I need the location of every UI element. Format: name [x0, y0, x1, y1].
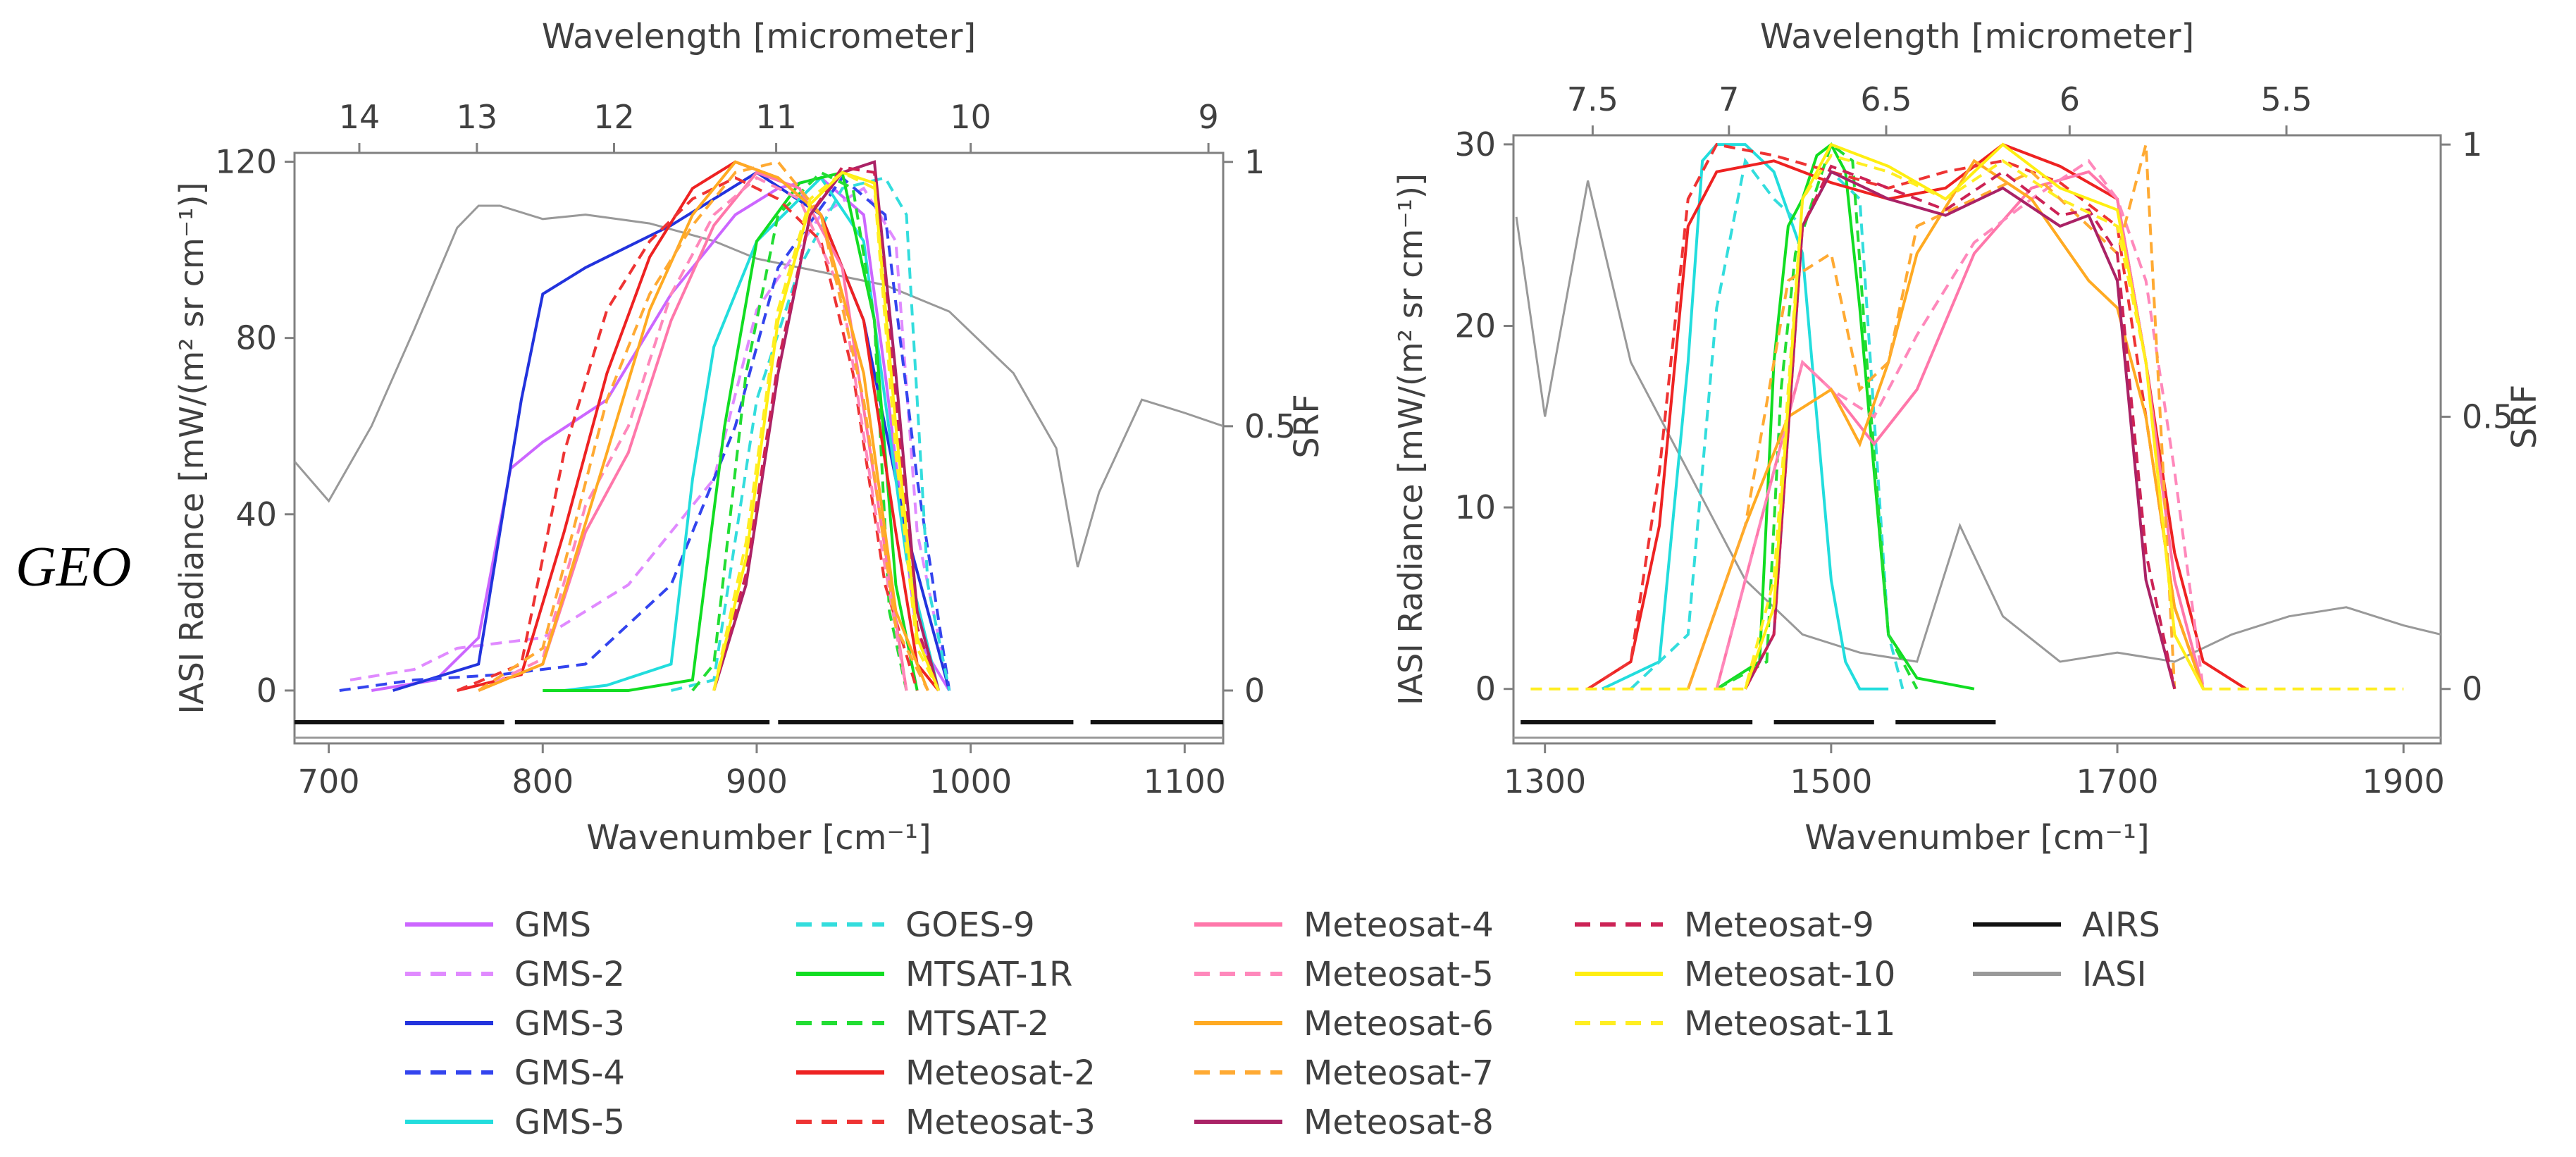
right-srf-meteosat-5 — [1715, 159, 2205, 690]
right-ylabel: IASI Radiance [mW/(m² sr cm⁻¹)] — [1392, 173, 1430, 705]
left-srf-gms-5 — [564, 175, 941, 692]
legend-label: Meteosat-8 — [1304, 1103, 1494, 1142]
legend-label: Meteosat-2 — [905, 1053, 1096, 1093]
left-ytick-label: 40 — [235, 495, 277, 533]
left-ylabel: IASI Radiance [mW/(m² sr cm⁻¹)] — [173, 182, 211, 714]
right-xtick-label: 1700 — [2076, 762, 2158, 800]
right-top-tick-label: 7.5 — [1567, 80, 1618, 118]
right-ytick-label: 30 — [1454, 125, 1496, 163]
left-srf-mtsat-2 — [691, 171, 908, 692]
left-ytick-label: 120 — [215, 143, 277, 181]
right-srf-meteosat-10 — [1744, 142, 2205, 690]
legend-label: Meteosat-11 — [1684, 1004, 1895, 1044]
left-xtick-label: 800 — [512, 762, 574, 800]
legend-label: IASI — [2082, 955, 2147, 994]
left-srf-gms — [371, 176, 951, 692]
legend-label: Meteosat-4 — [1304, 905, 1494, 945]
right-top-axis-label: Wavelength [micrometer] — [1760, 17, 2194, 56]
side-label: GEO — [16, 536, 132, 598]
legend-label: Meteosat-3 — [905, 1103, 1096, 1142]
right-iasi-line — [1515, 180, 2441, 663]
left-srf-goes-9 — [671, 175, 951, 692]
legend-label: GMS — [514, 905, 591, 945]
legend-label: MTSAT-1R — [905, 955, 1072, 994]
right-top-tick-label: 6 — [2060, 80, 2080, 118]
legend-label: GOES-9 — [905, 905, 1035, 945]
left-xtick-label: 900 — [726, 762, 788, 800]
right-srf-gms-5 — [1602, 143, 1889, 691]
right-srf-meteosat-8 — [1744, 170, 2176, 690]
right-srf-meteosat-3 — [1587, 142, 2205, 691]
left-srf-meteosat-5 — [478, 175, 908, 692]
legend-label: GMS-3 — [514, 1004, 625, 1044]
right-xtick-label: 1300 — [1504, 762, 1586, 800]
right-xtick-label: 1500 — [1790, 762, 1872, 800]
left-srf-gms-4 — [339, 175, 951, 692]
right-xtick-label: 1900 — [2363, 762, 2445, 800]
left-srf-meteosat-3 — [457, 176, 919, 692]
right-top-tick-label: 5.5 — [2260, 80, 2312, 118]
right-top-tick-label: 6.5 — [1860, 80, 1912, 118]
left-y2tick-label: 1 — [1244, 143, 1265, 181]
left-y2label: SRF — [1287, 394, 1327, 458]
left-xlabel: Wavenumber [cm⁻¹] — [586, 818, 931, 858]
left-srf-meteosat-9 — [712, 166, 940, 691]
right-srf-meteosat-9 — [1744, 164, 2176, 690]
right-srf-meteosat-2 — [1587, 142, 2247, 691]
left-srf-meteosat-6 — [478, 160, 929, 692]
legend-label: Meteosat-5 — [1304, 955, 1494, 994]
legend-label: Meteosat-7 — [1304, 1053, 1494, 1093]
legend-label: GMS-4 — [514, 1053, 625, 1093]
right-srf-meteosat-6 — [1686, 159, 2205, 690]
right-plot-area — [1515, 142, 2441, 691]
left-top-tick-label: 11 — [755, 98, 797, 136]
legend-label: Meteosat-10 — [1684, 955, 1895, 994]
left-ytick-label: 80 — [235, 319, 277, 357]
right-top-tick-label: 7 — [1719, 80, 1739, 118]
left-top-tick-label: 13 — [457, 98, 498, 136]
left-y2tick-label: 0.5 — [1244, 407, 1296, 445]
legend-label: MTSAT-2 — [905, 1004, 1049, 1044]
right-srf-mtsat-2 — [1716, 142, 1919, 691]
left-plot-frame — [293, 151, 1225, 745]
left-srf-meteosat-10 — [712, 171, 940, 691]
legend-label: AIRS — [2082, 905, 2160, 945]
left-xtick-label: 1100 — [1144, 762, 1226, 800]
legend-label: GMS-2 — [514, 955, 625, 994]
right-plot-frame — [1512, 134, 2442, 745]
left-srf-meteosat-11 — [712, 171, 940, 691]
left-top-tick-label: 12 — [593, 98, 635, 136]
legend-label: Meteosat-9 — [1684, 905, 1874, 945]
left-ytick-label: 0 — [256, 672, 277, 710]
right-xlabel: Wavenumber [cm⁻¹] — [1804, 818, 2150, 858]
right-y2tick-label: 0.5 — [2462, 397, 2513, 435]
legend-label: GMS-5 — [514, 1103, 625, 1142]
left-top-tick-label: 14 — [339, 98, 380, 136]
left-xtick-label: 700 — [298, 762, 360, 800]
right-ytick-label: 20 — [1454, 307, 1496, 345]
left-top-tick-label: 9 — [1198, 98, 1218, 136]
left-xtick-label: 1000 — [929, 762, 1012, 800]
legend: GMS GMS-2 GMS-3 GMS-4 GMS-5 GOES-9 MTSAT-1R MTS… — [405, 905, 2160, 1142]
left-srf-meteosat-4 — [478, 171, 908, 692]
left-top-axis-label: Wavelength [micrometer] — [542, 17, 976, 56]
left-plot-area — [295, 160, 1223, 692]
right-y2tick-label: 1 — [2462, 125, 2482, 163]
left-srf-gms-2 — [349, 186, 951, 691]
right-ytick-label: 0 — [1475, 670, 1496, 708]
legend-label: Meteosat-6 — [1304, 1004, 1494, 1044]
right-srf-meteosat-11 — [1530, 154, 2404, 691]
left-y2tick-label: 0 — [1244, 672, 1265, 710]
left-srf-meteosat-7 — [478, 160, 929, 692]
left-iasi-line — [295, 204, 1223, 568]
right-y2tick-label: 0 — [2462, 670, 2482, 708]
right-ytick-label: 10 — [1454, 488, 1496, 526]
right-y2label: SRF — [2505, 385, 2544, 449]
left-top-tick-label: 10 — [950, 98, 991, 136]
